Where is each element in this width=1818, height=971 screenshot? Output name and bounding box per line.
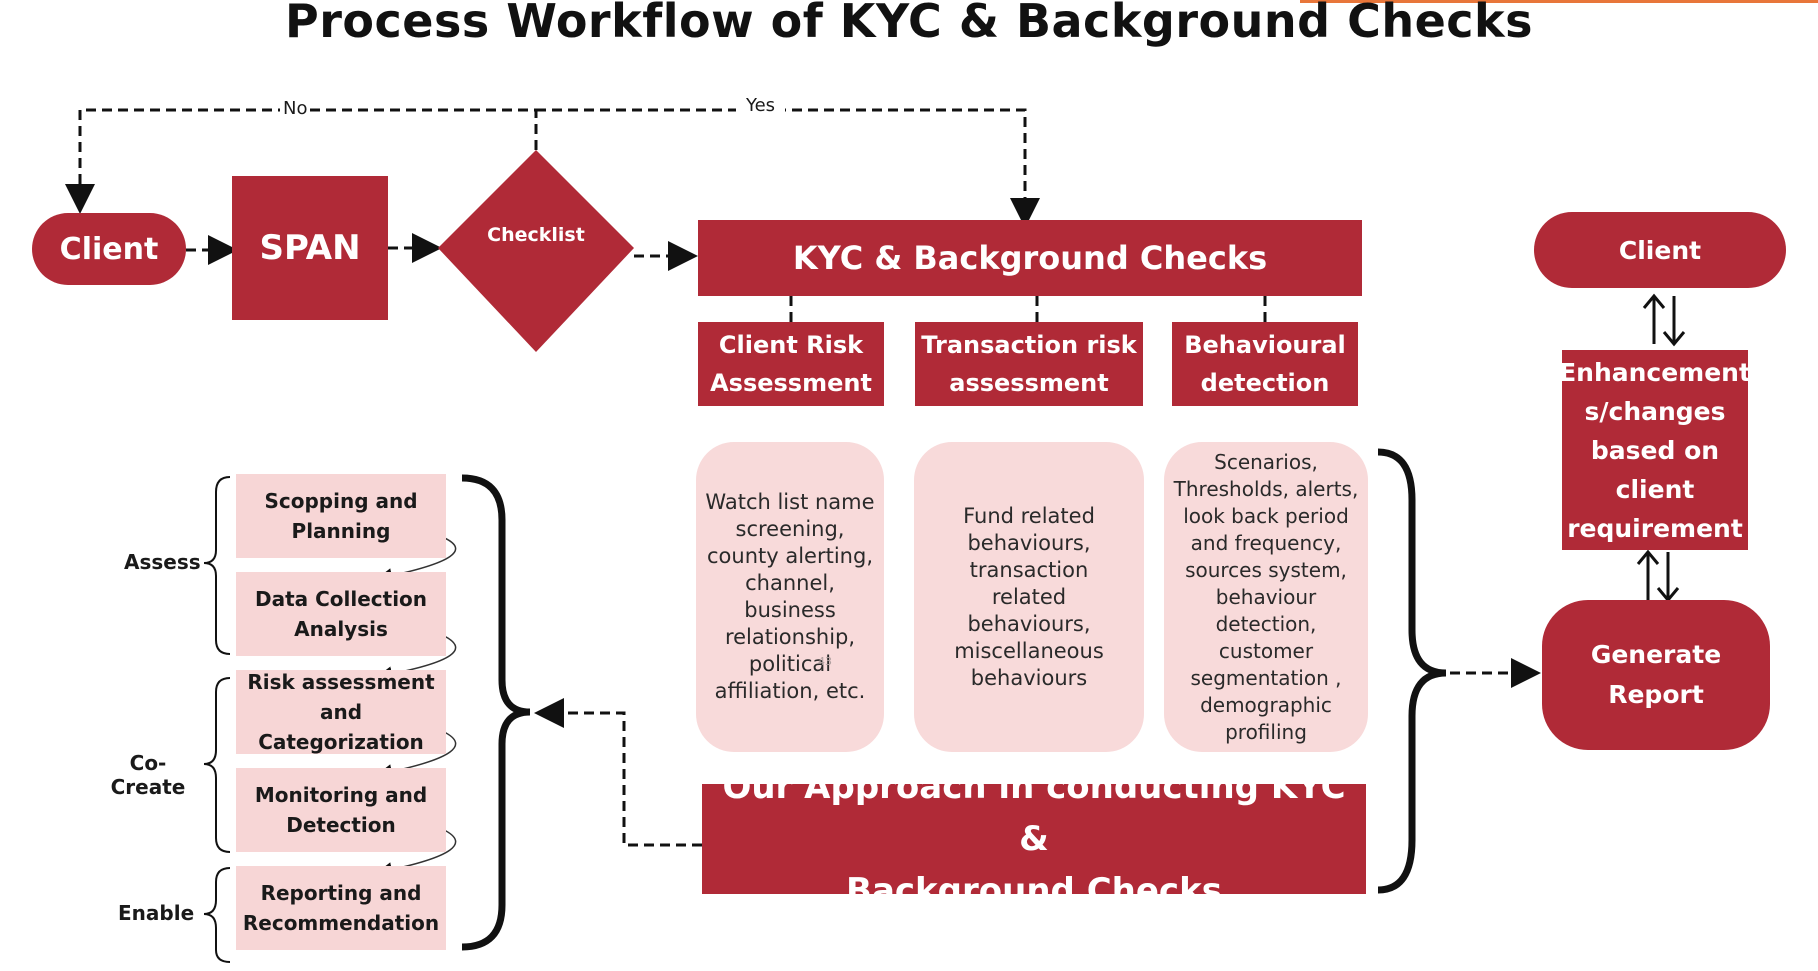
enhancement-line: Enhancement [1559, 357, 1751, 387]
step-scoping: Scopping and Planning [236, 474, 446, 558]
cocreate-brace [203, 677, 231, 853]
category-behavioural: Behavioural detection [1172, 322, 1358, 406]
category-line: Behavioural [1184, 331, 1346, 359]
detail-text: Scenarios, Thresholds, alerts, look back… [1173, 449, 1359, 744]
checklist-label: Checklist [487, 224, 585, 246]
yes-path [536, 108, 1040, 228]
step-line: Recommendation [242, 911, 440, 935]
page-title: Process Workflow of KYC & Background Che… [284, 0, 1534, 48]
no-path [65, 108, 538, 214]
enhancement-line: requirement [1567, 513, 1743, 543]
steps-brace [461, 474, 531, 951]
detail-transaction-risk: Fund related behaviours, transaction rel… [914, 442, 1144, 752]
page-mark: 43 [818, 655, 832, 668]
category-line: Transaction risk [921, 331, 1137, 359]
category-client-risk: Client Risk Assessment [698, 322, 884, 406]
report-line: Report [1608, 680, 1704, 709]
details-brace [1377, 448, 1447, 894]
up-arrow-1 [1642, 293, 1666, 344]
enable-brace [203, 867, 231, 963]
step-line: Detection [286, 813, 396, 837]
step-line: Scopping and [264, 489, 418, 513]
category-line: assessment [949, 369, 1109, 397]
category-line: detection [1200, 369, 1330, 397]
enhancement-line: client [1615, 474, 1695, 504]
client-end-node: Client [1534, 212, 1786, 288]
top-edge-artifact [1300, 0, 1818, 3]
category-line: Assessment [710, 369, 872, 397]
step-line: Data Collection [254, 587, 428, 611]
assess-brace [203, 476, 231, 655]
step-line: Monitoring and [254, 783, 428, 807]
kyc-header: KYC & Background Checks [698, 220, 1362, 296]
detail-client-risk: Watch list name screening, county alerti… [696, 442, 884, 752]
report-line: Generate [1590, 640, 1722, 669]
client-start-node: Client [32, 213, 186, 285]
step-data-collection: Data Collection Analysis [236, 572, 446, 656]
no-label: No [280, 98, 311, 119]
down-arrow-2 [1656, 552, 1680, 603]
phase-cocreate: Co-Create [110, 751, 186, 799]
detail-text: Watch list name screening, county alerti… [705, 490, 875, 703]
approach-line: Background Checks [846, 871, 1222, 911]
arrow-approach-steps [534, 698, 702, 847]
phase-assess: Assess [124, 550, 201, 574]
step-line: Planning [291, 519, 391, 543]
step-line: Reporting and [260, 881, 422, 905]
yes-label: Yes [736, 95, 786, 116]
category-transaction-risk: Transaction risk assessment [915, 322, 1143, 406]
step-line: Analysis [294, 617, 388, 641]
approach-line: Our Approach in conducting KYC & [722, 767, 1346, 859]
span-node: SPAN [232, 176, 388, 320]
up-arrow-2 [1636, 549, 1660, 600]
generate-report-node: Generate Report [1542, 600, 1770, 750]
checklist-diamond [438, 150, 634, 352]
step-monitoring: Monitoring and Detection [236, 768, 446, 852]
detail-text: Fund related behaviours, transaction rel… [954, 503, 1104, 690]
enhancements-box: Enhancement s/changes based on client re… [1559, 350, 1751, 550]
step-line: Categorization [258, 730, 424, 754]
step-reporting: Reporting and Recommendation [236, 866, 446, 950]
step-risk-assessment: Risk assessment and Categorization [236, 670, 446, 754]
enhancement-line: s/changes [1584, 396, 1726, 426]
enhancement-line: based on [1590, 435, 1720, 465]
step-line: Risk assessment and [247, 670, 435, 724]
category-line: Client Risk [718, 331, 864, 359]
phase-enable: Enable [118, 901, 195, 925]
detail-behavioural: Scenarios, Thresholds, alerts, look back… [1164, 442, 1368, 752]
down-arrow-1 [1662, 296, 1686, 347]
approach-box: Our Approach in conducting KYC & Backgro… [702, 767, 1366, 911]
